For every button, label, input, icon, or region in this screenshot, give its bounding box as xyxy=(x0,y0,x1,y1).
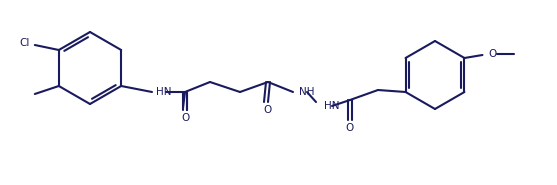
Text: O: O xyxy=(488,49,497,59)
Text: O: O xyxy=(181,113,189,123)
Text: Cl: Cl xyxy=(19,38,30,48)
Text: HN: HN xyxy=(156,87,172,97)
Text: NH: NH xyxy=(299,87,315,97)
Text: O: O xyxy=(346,123,354,133)
Text: O: O xyxy=(264,105,272,115)
Text: HN: HN xyxy=(324,101,340,111)
